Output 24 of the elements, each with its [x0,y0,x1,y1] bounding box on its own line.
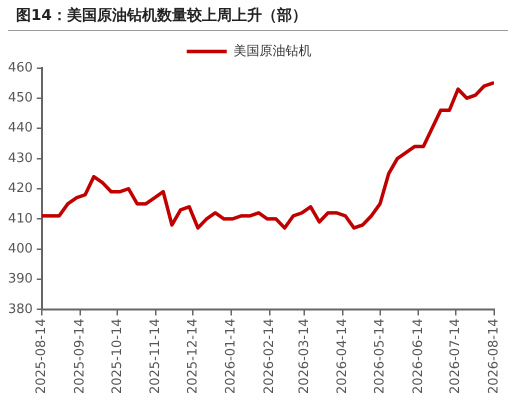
x-tick-label: 2025-08-14 [34,318,50,394]
y-tick-label: 420 [8,181,33,196]
y-tick-label: 400 [8,241,33,256]
y-tick-label: 390 [8,272,33,287]
x-tick-label: 2026-05-14 [372,318,388,394]
y-tick-label: 450 [8,90,33,106]
y-tick-label: 460 [8,60,33,76]
x-tick-label: 2025-11-14 [148,318,164,394]
x-tick-label: 2026-08-14 [486,318,502,394]
y-tick-label: 380 [8,302,33,317]
x-tick-label: 2026-06-14 [410,318,426,394]
x-tick-label: 2025-10-14 [110,318,125,394]
x-tick-label: 2026-04-14 [335,318,350,394]
chart-title: 图14：美国原油钻机数量较上周上升（部） [8,0,508,31]
legend-label: 美国原油钻机 [233,42,312,59]
x-tick-label: 2025-09-14 [72,318,88,394]
x-tick-label: 2026-03-14 [296,318,312,394]
x-tick-label: 2025-12-14 [185,318,200,394]
y-tick-label: 410 [8,211,33,226]
x-tick-label: 2026-02-14 [262,318,278,394]
y-tick-label: 440 [8,120,33,136]
x-tick-label: 2026-01-14 [224,318,239,394]
x-tick-label: 2026-07-14 [448,318,463,394]
y-tick-label: 430 [8,150,33,166]
